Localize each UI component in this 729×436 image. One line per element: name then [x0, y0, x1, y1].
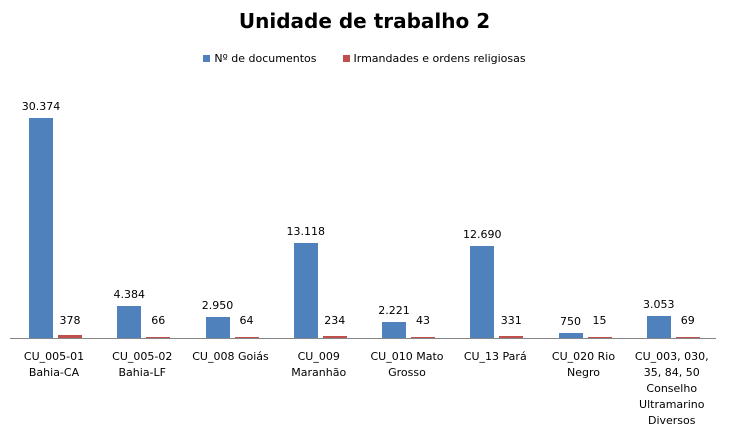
bar-irmandades — [587, 337, 612, 338]
legend: Nº de documentos Irmandades e ordens rel… — [0, 52, 729, 65]
bar-irmandades — [146, 337, 171, 338]
bar-documentos — [117, 306, 142, 338]
bar-documentos — [29, 118, 53, 338]
value-label-documentos: 2.221 — [378, 303, 410, 317]
value-label-documentos: 2.950 — [201, 298, 234, 312]
bar-documentos — [558, 332, 583, 338]
bar-documentos — [293, 243, 318, 338]
legend-swatch-blue — [203, 55, 211, 62]
category-label: CU_003, 030, 35, 84, 50 Conselho Ultramarin… — [634, 350, 709, 427]
x-axis-line — [10, 338, 716, 339]
legend-item-irmandades: Irmandades e ordens religiosas — [342, 52, 526, 65]
bar-irmandades — [58, 335, 82, 338]
bar-irmandades — [499, 335, 524, 338]
bar-irmandades — [234, 337, 259, 338]
bar-documentos — [646, 315, 671, 338]
bar-documentos — [470, 246, 495, 338]
value-label-documentos: 4.384 — [113, 288, 146, 302]
legend-swatch-red — [342, 55, 350, 62]
legend-label: Irmandades e ordens religiosas — [353, 52, 526, 65]
value-label-documentos: 750 — [560, 314, 581, 328]
category-label: CU_009 Maranhão — [291, 350, 347, 379]
plot-area: 30.374 378 4.384 66 2.950 64 13.118 234 2.221 43 1… — [10, 60, 716, 338]
value-label-irmandades: 43 — [416, 314, 430, 327]
value-label-irmandades: 378 — [59, 314, 81, 327]
chart-title: Unidade de trabalho 2 — [238, 9, 491, 33]
value-label-irmandades: 234 — [324, 314, 346, 327]
value-label-documentos: 13.118 — [286, 224, 326, 238]
category-label: CU_008 Goiás — [192, 350, 269, 363]
category-label: CU_005-02 Bahia-LF — [112, 350, 173, 379]
value-label-documentos: 30.374 — [21, 100, 61, 113]
bar-documentos — [205, 316, 230, 338]
category-label: CU_020 Rio Negro — [551, 350, 616, 379]
value-label-documentos: 12.690 — [463, 228, 502, 242]
value-label-irmandades: 331 — [500, 314, 522, 327]
bar-irmandades — [411, 337, 435, 338]
legend-item-documentos: Nº de documentos — [203, 52, 317, 65]
value-label-irmandades: 66 — [151, 314, 166, 327]
value-label-documentos: 3.053 — [643, 297, 675, 311]
category-label: CU_13 Pará — [463, 350, 527, 363]
category-label: CU_005-01 Bahia-CA — [23, 350, 85, 379]
category-label: CU_010 Mato Grosso — [370, 350, 444, 379]
value-label-irmandades: 64 — [239, 314, 254, 327]
value-label-irmandades: 69 — [680, 314, 695, 327]
value-label-irmandades: 15 — [592, 314, 607, 327]
legend-label: Nº de documentos — [214, 52, 317, 65]
bar-irmandades — [675, 337, 700, 338]
bar-irmandades — [322, 336, 347, 338]
bar-documentos — [382, 321, 406, 338]
